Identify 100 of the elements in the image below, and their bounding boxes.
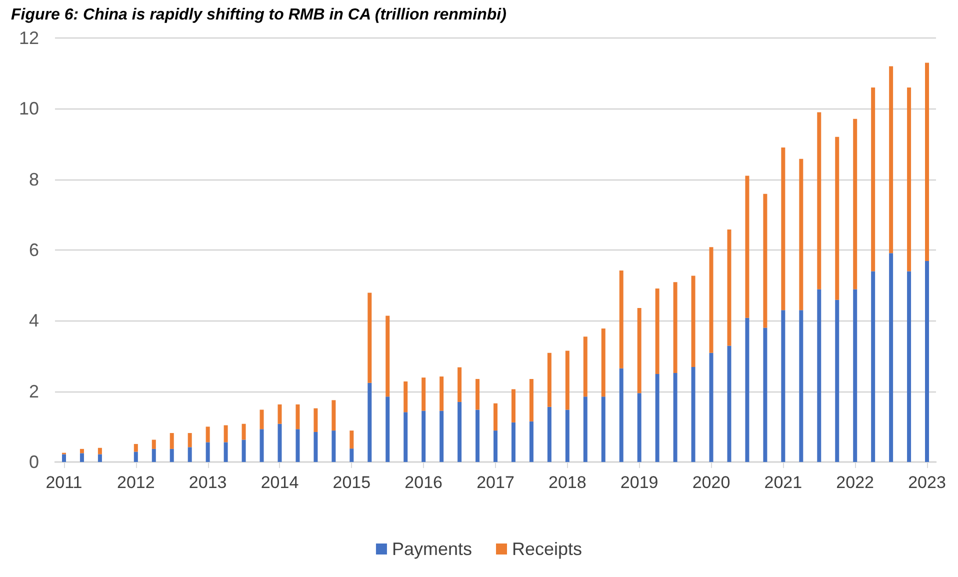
bar bbox=[494, 430, 498, 462]
bar bbox=[98, 454, 102, 462]
bar bbox=[62, 454, 66, 462]
bar bbox=[422, 378, 426, 411]
x-tick-label: 2011 bbox=[46, 473, 82, 492]
bar bbox=[332, 400, 336, 431]
bar bbox=[637, 393, 642, 462]
bar bbox=[601, 396, 606, 462]
bar bbox=[745, 318, 750, 462]
x-tick-label: 2016 bbox=[404, 473, 442, 492]
bar bbox=[655, 374, 660, 462]
bar bbox=[170, 433, 174, 449]
bar bbox=[170, 448, 174, 462]
bar bbox=[745, 176, 750, 318]
bar bbox=[709, 352, 714, 462]
bar bbox=[188, 433, 192, 448]
bar bbox=[853, 118, 858, 290]
bar bbox=[727, 346, 732, 462]
bar bbox=[529, 378, 534, 422]
bar bbox=[907, 271, 912, 462]
bar bbox=[619, 368, 624, 462]
bar bbox=[494, 403, 498, 431]
bar bbox=[404, 381, 408, 412]
bar bbox=[260, 429, 264, 462]
bar bbox=[763, 328, 768, 462]
x-tick-label: 2015 bbox=[332, 473, 371, 492]
bar bbox=[727, 230, 732, 346]
bar bbox=[422, 410, 426, 462]
bar bbox=[781, 310, 786, 462]
y-tick-label: 4 bbox=[28, 310, 39, 331]
legend-label: Payments bbox=[392, 539, 472, 559]
x-tick-label: 2017 bbox=[476, 473, 514, 492]
bar bbox=[565, 410, 570, 462]
bar bbox=[853, 289, 858, 462]
bar bbox=[637, 308, 642, 394]
bar bbox=[925, 62, 930, 261]
x-tick-label: 2014 bbox=[260, 473, 299, 492]
x-tick-label: 2013 bbox=[188, 473, 227, 492]
bar bbox=[296, 404, 300, 430]
bar bbox=[583, 336, 588, 397]
bar bbox=[80, 453, 84, 462]
bar bbox=[152, 440, 156, 449]
bar bbox=[655, 288, 660, 374]
legend-label: Receipts bbox=[512, 539, 582, 559]
y-tick-label: 2 bbox=[28, 381, 39, 402]
bar bbox=[709, 247, 714, 353]
x-tick-label: 2021 bbox=[764, 473, 802, 492]
bar bbox=[565, 350, 570, 410]
bar bbox=[476, 410, 480, 462]
chart-title: Figure 6: China is rapidly shifting to RMB in CA (trillion renminbi) bbox=[11, 6, 506, 24]
bar bbox=[134, 444, 138, 452]
bar bbox=[547, 406, 552, 462]
bar bbox=[673, 282, 678, 373]
bar bbox=[278, 424, 282, 462]
bar bbox=[368, 382, 372, 462]
bar bbox=[332, 430, 336, 462]
bar bbox=[404, 412, 408, 462]
bar bbox=[134, 452, 138, 462]
y-tick-label: 0 bbox=[28, 452, 39, 472]
bar bbox=[224, 442, 228, 462]
x-tick-label: 2020 bbox=[692, 473, 730, 492]
bar bbox=[350, 448, 354, 462]
bar bbox=[278, 404, 282, 424]
x-tick-label: 2023 bbox=[908, 473, 946, 492]
bar bbox=[242, 440, 246, 462]
y-tick-label: 10 bbox=[18, 98, 39, 119]
bar bbox=[889, 66, 894, 254]
bar bbox=[440, 410, 444, 462]
y-tick-label: 6 bbox=[28, 240, 39, 260]
bar bbox=[80, 448, 84, 454]
bar bbox=[619, 270, 624, 368]
bar bbox=[206, 442, 210, 462]
bar bbox=[601, 328, 606, 397]
x-tick-label: 2018 bbox=[548, 473, 586, 492]
bar bbox=[386, 396, 390, 462]
bar bbox=[799, 310, 804, 462]
bar bbox=[691, 276, 696, 367]
y-tick-label: 8 bbox=[28, 169, 39, 190]
bar bbox=[583, 396, 588, 462]
bar bbox=[260, 410, 264, 430]
bar bbox=[529, 421, 534, 462]
bar bbox=[511, 389, 516, 422]
bar bbox=[368, 292, 372, 383]
bar bbox=[871, 87, 876, 272]
x-tick-label: 2012 bbox=[116, 473, 155, 492]
bar bbox=[242, 424, 246, 440]
bar bbox=[907, 87, 912, 272]
bar bbox=[206, 426, 210, 442]
bar bbox=[673, 372, 678, 462]
bar bbox=[224, 425, 228, 442]
bar bbox=[817, 289, 822, 462]
bar bbox=[476, 378, 480, 410]
y-tick-label: 12 bbox=[18, 28, 39, 48]
bar bbox=[547, 352, 552, 407]
bar bbox=[691, 366, 696, 462]
bar bbox=[763, 194, 768, 328]
x-tick-label: 2019 bbox=[620, 473, 658, 492]
bar bbox=[511, 422, 516, 462]
bar bbox=[296, 429, 300, 462]
bar bbox=[835, 136, 840, 300]
